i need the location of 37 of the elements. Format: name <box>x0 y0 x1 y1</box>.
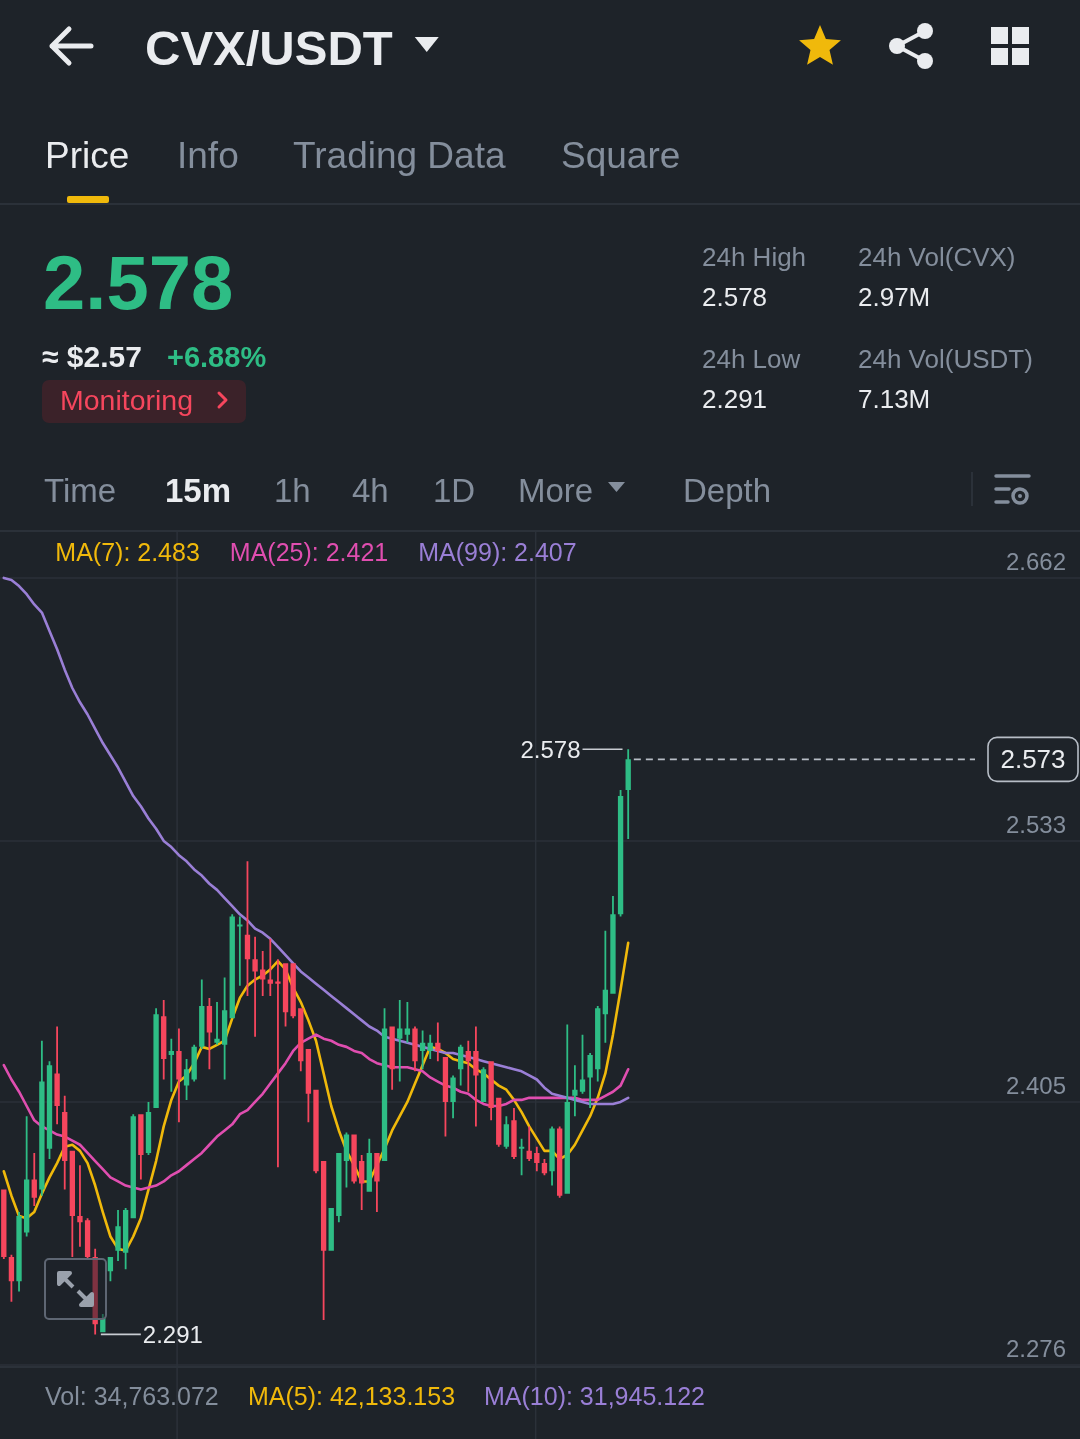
text: 4h <box>352 472 389 509</box>
text: +6.88% <box>167 341 267 373</box>
text: 24h Vol(USDT) <box>858 344 1033 374</box>
annotation: 2.578 <box>520 736 581 764</box>
text: 1D <box>433 472 476 509</box>
text: Vol: 34,763.072 <box>45 1382 219 1410</box>
text: 2.578 <box>702 282 768 312</box>
text: 2.97M <box>858 282 931 312</box>
text: Trading Data <box>293 135 506 176</box>
text: Price <box>45 135 130 176</box>
text: MA(7): 2.483 <box>55 538 200 566</box>
text: MA(25): 2.421 <box>229 538 389 566</box>
text: ≈ $2.57 <box>42 340 142 373</box>
text: 2.578 <box>43 240 234 325</box>
text: More <box>518 472 594 509</box>
y-tick-label: 2.405 <box>1005 1071 1066 1099</box>
text: 15m <box>165 472 232 509</box>
text: Time <box>44 472 117 509</box>
text: MA(10): 31,945.122 <box>484 1382 705 1410</box>
text: MA(99): 2.407 <box>418 538 577 566</box>
ref-line-label: 2.573 <box>1000 744 1066 775</box>
text: MA(5): 42,133.153 <box>248 1382 456 1410</box>
y-tick-label: 2.662 <box>1005 547 1066 575</box>
text: Depth <box>683 472 772 509</box>
text: CVX/USDT <box>145 21 393 75</box>
text: 2.291 <box>702 384 768 414</box>
text: 24h Low <box>702 344 801 374</box>
y-tick-label: 2.533 <box>1005 810 1066 838</box>
text: Info <box>177 135 239 176</box>
annotation: 2.291 <box>142 1321 203 1349</box>
y-tick-label: 2.276 <box>1005 1334 1066 1362</box>
text: 1h <box>274 472 311 509</box>
text: 24h Vol(CVX) <box>858 242 1016 272</box>
text: Square <box>561 135 681 176</box>
text: 7.13M <box>858 384 931 414</box>
text: 24h High <box>702 242 807 272</box>
text: Monitoring <box>60 384 194 416</box>
